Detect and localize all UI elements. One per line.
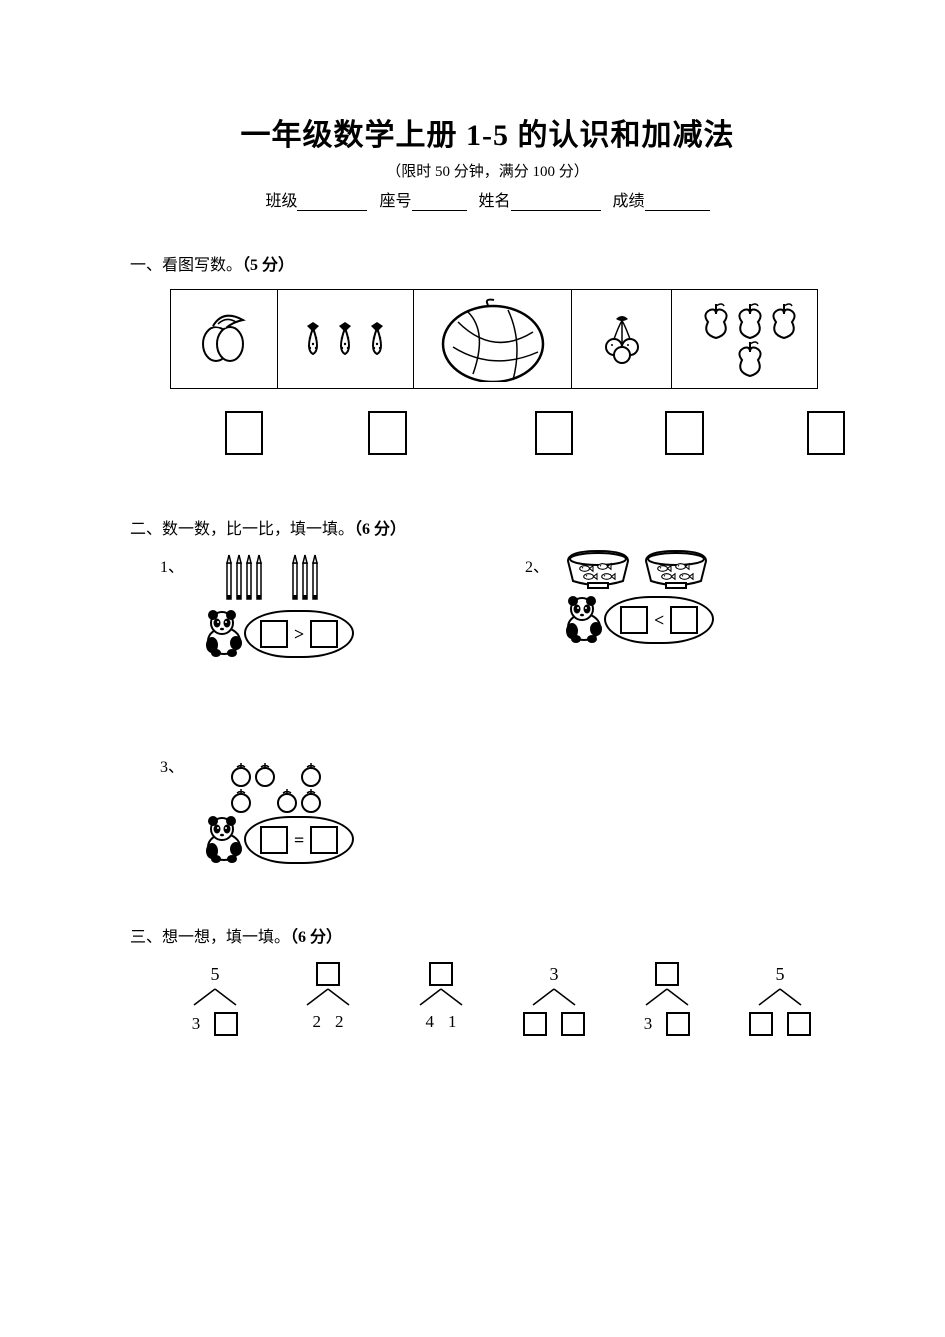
panda-icon	[560, 595, 608, 645]
cluster1: >	[200, 553, 354, 659]
tomato-pair-icon	[230, 763, 278, 787]
pencil-group-left-icon	[224, 553, 274, 605]
bond-right-value: 1	[448, 1012, 457, 1032]
operator-eq: =	[294, 830, 304, 851]
section3-heading-text: 三、想一想，填一填。	[130, 929, 290, 946]
bond-left-value: 2	[313, 1012, 322, 1032]
tomato-pair-icon	[276, 789, 324, 813]
number-bond: 3	[622, 961, 712, 1036]
fishbowl-icon	[641, 549, 711, 591]
bond-arms-icon	[406, 987, 476, 1007]
section2-heading: 二、数一数，比一比，填一填。（6 分）	[130, 515, 845, 539]
answer-box[interactable]	[787, 1012, 811, 1036]
number-bond: 22	[283, 961, 373, 1036]
section1-heading-text: 一、看图写数。	[130, 257, 242, 274]
sub2-label: 2、	[525, 553, 549, 577]
answer-box[interactable]	[666, 1012, 690, 1036]
number-bond: 3	[509, 961, 599, 1036]
compare-bubble-2: <	[604, 596, 714, 644]
answer-box[interactable]	[214, 1012, 238, 1036]
seat-label: 座号	[379, 193, 411, 210]
answer-box[interactable]	[561, 1012, 585, 1036]
panda-icon	[200, 609, 248, 659]
answer-box[interactable]	[260, 620, 288, 648]
info-line: 班级 座号 姓名 成绩	[130, 187, 845, 211]
seat-blank[interactable]	[412, 193, 467, 211]
bond-right-value: 2	[335, 1012, 344, 1032]
answer-box[interactable]	[225, 411, 263, 455]
fishbowl-icon	[563, 549, 633, 591]
q1-cell-cherry-cluster	[572, 289, 672, 389]
sub1-label: 1、	[160, 553, 184, 577]
bond-left-value: 4	[426, 1012, 435, 1032]
cluster3-row2	[200, 789, 354, 813]
answer-box[interactable]	[807, 411, 845, 455]
answer-box[interactable]	[310, 826, 338, 854]
answer-box[interactable]	[620, 606, 648, 634]
section1-heading: 一、看图写数。（5 分）	[130, 251, 845, 275]
q1-cell-apple	[672, 289, 818, 389]
q3-row: 5 3 22 41 3 3 5	[170, 961, 825, 1036]
page-subtitle: （限时 50 分钟，满分 100 分）	[130, 160, 845, 181]
number-bond: 41	[396, 961, 486, 1036]
sub3-label: 3、	[160, 753, 184, 777]
bond-left-value: 3	[192, 1014, 201, 1034]
bond-left-value: 3	[644, 1014, 653, 1034]
number-bond: 5	[735, 961, 825, 1036]
pencil-group-right-icon	[290, 553, 330, 605]
cluster3: =	[200, 763, 354, 865]
answer-box[interactable]	[655, 962, 679, 986]
name-label: 姓名	[479, 193, 511, 210]
q1-cell-mango	[170, 289, 278, 389]
section3-points: （6 分）	[290, 929, 342, 946]
bond-top-value: 5	[211, 964, 220, 985]
tomato-icon	[300, 763, 324, 787]
answer-box[interactable]	[368, 411, 406, 455]
page-title: 一年级数学上册 1-5 的认识和加减法	[130, 110, 845, 154]
compare-bubble-1: >	[244, 610, 354, 658]
section2-points: （6 分）	[354, 521, 406, 538]
cluster2-items	[560, 549, 714, 591]
bond-arms-icon	[519, 987, 589, 1007]
bond-arms-icon	[632, 987, 702, 1007]
number-bond: 5 3	[170, 961, 260, 1036]
operator-lt: <	[654, 610, 664, 631]
answer-box[interactable]	[310, 620, 338, 648]
compare-bubble-3: =	[244, 816, 354, 864]
answer-box[interactable]	[665, 411, 703, 455]
cluster1-items	[200, 553, 354, 605]
answer-box[interactable]	[523, 1012, 547, 1036]
answer-box[interactable]	[749, 1012, 773, 1036]
tomato-icon	[230, 789, 254, 813]
cluster2: <	[560, 549, 714, 645]
q1-image-row	[170, 289, 845, 389]
answer-box[interactable]	[260, 826, 288, 854]
cluster3-row1	[200, 763, 354, 787]
q1-cell-melon	[414, 289, 572, 389]
section2-heading-text: 二、数一数，比一比，填一填。	[130, 521, 354, 538]
panda-icon	[200, 815, 248, 865]
class-blank[interactable]	[297, 193, 367, 211]
name-blank[interactable]	[511, 193, 601, 211]
answer-box[interactable]	[670, 606, 698, 634]
q2-area: 1、 > 2、 <	[130, 553, 845, 913]
operator-gt: >	[294, 624, 304, 645]
q1-cell-strawberry	[278, 289, 414, 389]
section3-heading: 三、想一想，填一填。（6 分）	[130, 923, 845, 947]
bond-top-value: 3	[550, 964, 559, 985]
score-blank[interactable]	[645, 193, 710, 211]
bond-top-value: 5	[776, 964, 785, 985]
answer-box[interactable]	[316, 962, 340, 986]
class-label: 班级	[265, 193, 297, 210]
answer-box[interactable]	[535, 411, 573, 455]
bond-arms-icon	[293, 987, 363, 1007]
answer-box[interactable]	[429, 962, 453, 986]
q1-answer-row	[170, 411, 845, 455]
score-label: 成绩	[613, 193, 645, 210]
bond-arms-icon	[180, 987, 250, 1007]
bond-arms-icon	[745, 987, 815, 1007]
section1-points: （5 分）	[242, 257, 294, 274]
